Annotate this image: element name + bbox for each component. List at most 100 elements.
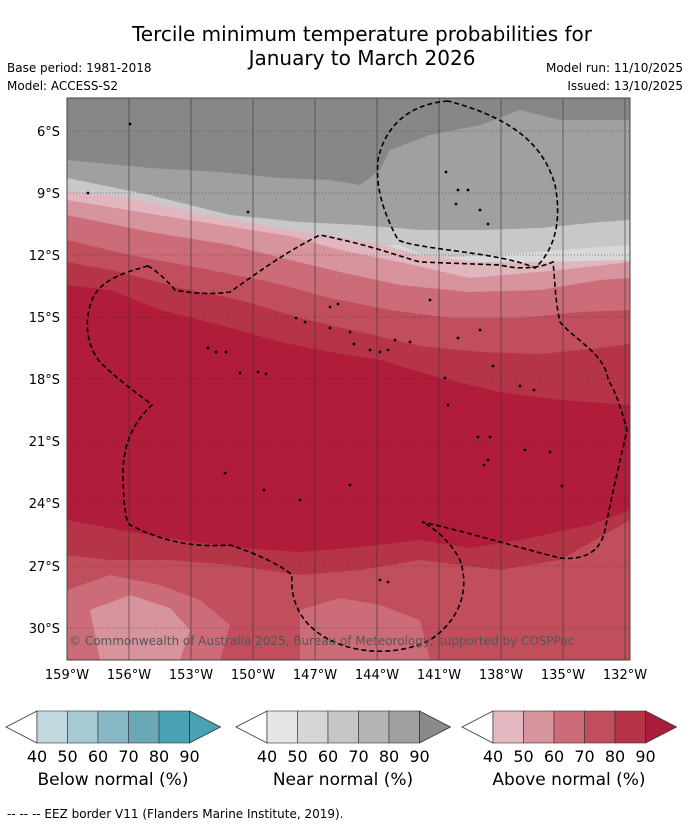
island-marker (446, 403, 450, 407)
legend-colorbar: 40 50 60 70 80 90 (461, 710, 678, 766)
legend-arrow-low (235, 710, 268, 744)
island-marker (386, 348, 390, 352)
eez-border-french-polynesia (86, 234, 628, 652)
island-marker (444, 170, 448, 174)
lat-label: 6°S (37, 125, 60, 140)
island-marker (443, 376, 447, 380)
island-marker (336, 302, 340, 306)
lat-label: 27°S (29, 560, 60, 575)
lat-label: 24°S (29, 497, 60, 512)
near-normal-band-lighter (67, 178, 630, 270)
longitude-labels: 159°W 156°W 153°W 150°W 147°W 144°W 141°W 138°W… (45, 668, 647, 683)
legend-color-step (327, 710, 359, 744)
model-name: Model: ACCESS-S2 (7, 79, 119, 93)
legend-color-step (492, 710, 524, 744)
legend-arrow-low (5, 710, 38, 744)
legend-tick-label: 80 (149, 747, 169, 766)
legend-tick-label: 90 (635, 747, 655, 766)
issued-date: Issued: 13/10/2025 (567, 79, 683, 93)
island-marker (532, 388, 536, 392)
eez-border-marquesas (376, 100, 559, 269)
legend-tick-label: 90 (409, 747, 429, 766)
island-marker (486, 458, 490, 462)
island-marker (303, 320, 307, 324)
legend-tick-label: 70 (574, 747, 594, 766)
legend-colorbar: 40 50 60 70 80 90 (235, 710, 452, 766)
legend-color-step (97, 710, 129, 744)
island-marker (328, 305, 332, 309)
near-normal-band-dark (67, 98, 630, 185)
legends: 40 50 60 70 80 90 40 50 60 70 80 90 40 50 60 70 80 90 (5, 710, 678, 766)
island-marker (523, 448, 527, 452)
legend-caption-near: Near normal (%) (272, 770, 414, 790)
legend-tick-label: 60 (318, 747, 338, 766)
legend-caption-below: Below normal (%) (37, 770, 189, 790)
legend-color-step (358, 710, 390, 744)
legend-tick-label: 60 (544, 747, 564, 766)
island-marker (352, 342, 356, 346)
island-marker (206, 346, 210, 350)
lon-label: 135°W (541, 668, 585, 683)
legend-arrow-low (461, 710, 494, 744)
lon-label: 138°W (479, 668, 523, 683)
legend-tick-label: 50 (57, 747, 77, 766)
island-marker (368, 348, 372, 352)
above-normal-60-southeast-region (300, 598, 430, 660)
eez-footer-note: -- -- -- EEZ border V11 (Flanders Marine… (7, 807, 344, 821)
island-marker (262, 488, 266, 492)
island-marker (456, 336, 460, 340)
eez-borders (86, 100, 628, 652)
island-marker (491, 364, 495, 368)
base-period: Base period: 1981-2018 (7, 61, 152, 75)
legend-arrow-high (645, 710, 678, 744)
legend-color-step (584, 710, 616, 744)
legend-arrow-high (419, 710, 452, 744)
legend-color-step (67, 710, 99, 744)
legend-tick-label: 40 (27, 747, 47, 766)
probability-map (67, 98, 630, 660)
legend-color-step (36, 710, 68, 744)
lon-label: 147°W (293, 668, 337, 683)
island-marker (548, 450, 552, 454)
lat-label: 9°S (37, 187, 60, 202)
latitude-labels: 6°S 9°S 12°S 15°S 18°S 21°S 24°S 27°S 30°S (29, 125, 60, 637)
above-normal-90-region (67, 285, 630, 552)
island-marker (378, 350, 382, 354)
island-marker (378, 578, 382, 582)
island-marker (560, 484, 564, 488)
island-marker (214, 350, 218, 354)
legend-caption-above: Above normal (%) (492, 770, 646, 790)
island-marker (264, 372, 268, 376)
island-marker (488, 435, 492, 439)
copyright-notice: © Commonwealth of Australia 2025, Bureau… (69, 634, 575, 648)
title-line-2: January to March 2026 (248, 46, 476, 70)
legend-color-step (388, 710, 420, 744)
island-marker (256, 370, 260, 374)
lon-label: 156°W (107, 668, 151, 683)
lat-label: 30°S (29, 622, 60, 637)
island-marker (223, 471, 227, 475)
island-marker (298, 498, 302, 502)
island-marker (408, 340, 412, 344)
island-marker (224, 350, 228, 354)
lon-label: 150°W (231, 668, 275, 683)
island-marker (86, 191, 90, 195)
island-marker (428, 298, 432, 302)
legend-tick-label: 40 (483, 747, 503, 766)
island-marker (393, 338, 397, 342)
legend-tick-label: 90 (179, 747, 199, 766)
legend-color-step (297, 710, 329, 744)
lat-label: 21°S (29, 435, 60, 450)
lon-label: 144°W (355, 668, 399, 683)
title-line-1: Tercile minimum temperature probabilitie… (131, 22, 593, 46)
legend-tick-label: 70 (118, 747, 138, 766)
lat-label: 18°S (29, 373, 60, 388)
map-title: Tercile minimum temperature probabilitie… (0, 22, 690, 70)
lat-label: 12°S (29, 249, 60, 264)
island-marker (518, 384, 522, 388)
meta-right: Model run: 11/10/2025 Issued: 13/10/2025 (546, 59, 683, 95)
island-marker (482, 463, 486, 467)
island-marker (348, 483, 352, 487)
legend-color-step (266, 710, 298, 744)
legend-color-step (158, 710, 190, 744)
